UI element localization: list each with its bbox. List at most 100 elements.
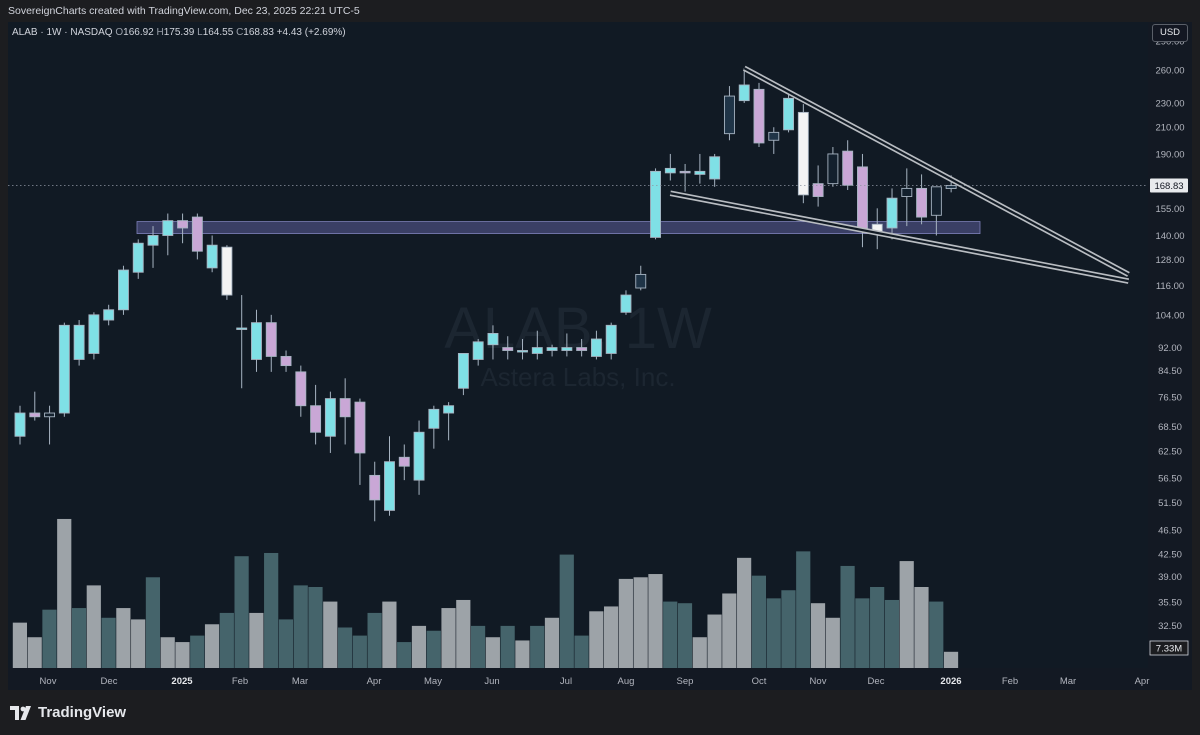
candle — [162, 213, 174, 256]
tradingview-logo[interactable]: TradingView — [10, 704, 126, 721]
candle — [842, 140, 854, 191]
candle — [472, 339, 484, 366]
candle — [797, 104, 809, 204]
candle-body — [502, 347, 514, 351]
support-zone — [136, 221, 981, 234]
volume-bar — [604, 606, 619, 668]
last-price-box — [1150, 178, 1188, 193]
candle — [812, 165, 824, 207]
wedge-upper-line-inner — [743, 67, 1130, 276]
volume-bar — [426, 630, 441, 668]
volume-bar — [500, 625, 515, 668]
price-tick-label: 42.50 — [1158, 549, 1182, 560]
symbol-legend: ALAB · 1W · NASDAQ O166.92 H175.39 L164.… — [12, 27, 346, 38]
price-tick-label: 116.00 — [1156, 281, 1184, 292]
price-tick-label: 140.00 — [1155, 231, 1184, 242]
volume-bar — [160, 637, 175, 668]
volume-bar — [116, 608, 131, 668]
support-zone-band[interactable] — [136, 221, 981, 234]
legend-change: +4.43 (+2.69%) — [276, 27, 346, 38]
time-tick-label: Jul — [560, 676, 572, 687]
price-tick-label: 92.00 — [1158, 343, 1182, 354]
legend-high-label: H — [156, 27, 164, 38]
volume-bar — [101, 617, 116, 668]
volume-bar — [27, 637, 42, 668]
candle-body — [58, 324, 70, 414]
candle-body — [132, 242, 144, 273]
candle — [576, 339, 588, 357]
price-tick-label: 56.50 — [1158, 473, 1182, 484]
volume-bar — [411, 625, 427, 668]
candle-body — [339, 398, 351, 418]
volume-bar — [515, 640, 530, 668]
candle — [664, 153, 676, 181]
candle-body — [310, 405, 322, 433]
candle-body — [73, 324, 85, 360]
candle — [561, 333, 573, 357]
candle-body — [827, 153, 839, 185]
volume-bar — [544, 617, 560, 668]
volume-bar — [485, 637, 500, 668]
volume-bar — [204, 624, 220, 668]
candle-body — [723, 95, 735, 135]
volume-bar — [234, 556, 249, 668]
candle-body — [916, 187, 928, 218]
price-tick-label: 128.00 — [1155, 255, 1184, 266]
candle — [635, 265, 647, 291]
time-tick-label: 2025 — [171, 676, 193, 687]
candle-body — [236, 327, 248, 330]
volume-bar — [57, 518, 72, 668]
candle — [206, 235, 218, 273]
time-axis-background — [8, 668, 1192, 690]
price-chart[interactable]: ALAB, 1W Astera Labs, Inc. 290.00 260.00 2… — [0, 22, 1200, 690]
wedge-lower-line-inner — [670, 192, 1129, 283]
volume-bar — [456, 599, 471, 668]
currency-button[interactable]: USD — [1152, 24, 1188, 42]
candle — [73, 320, 85, 366]
volume-bar — [899, 561, 914, 668]
volume-bar — [323, 601, 338, 668]
time-tick-label: Aug — [618, 676, 635, 687]
price-tick-label: 32.50 — [1158, 621, 1182, 632]
volume-bar — [914, 587, 929, 668]
volume-bar — [71, 608, 87, 668]
candle — [694, 153, 706, 184]
price-tick-label: 62.50 — [1158, 446, 1182, 457]
candle-body — [384, 461, 395, 511]
candle-body — [443, 405, 455, 414]
watermark-company: Astera Labs, Inc. — [480, 362, 675, 392]
last-volume-label: 7.33M — [1156, 644, 1182, 655]
candle-body — [354, 401, 366, 454]
volume-bar — [219, 612, 234, 668]
candle-body — [768, 131, 780, 141]
volume-bar — [929, 601, 944, 668]
candle-body — [103, 309, 115, 321]
volume-bar — [249, 612, 264, 668]
time-tick-label: May — [424, 676, 442, 687]
volume-bar — [175, 642, 190, 668]
price-tick-label: 260.00 — [1155, 66, 1184, 77]
candle — [177, 213, 189, 244]
time-tick-label: Apr — [367, 676, 382, 687]
volume-bar — [352, 635, 367, 668]
volume-bar — [559, 554, 574, 668]
volume-bar — [12, 622, 27, 668]
bottom-bar: TradingView — [0, 690, 1200, 735]
candle — [457, 352, 469, 396]
top-bar: SovereignCharts created with TradingView… — [0, 0, 1200, 22]
candle-body — [945, 185, 957, 189]
volume-bar — [145, 577, 161, 668]
candle-body — [694, 170, 706, 175]
candle — [487, 325, 499, 360]
candle — [29, 391, 41, 421]
tradingview-logo-text: TradingView — [38, 704, 127, 721]
time-axis[interactable]: Nov Dec 2025 Feb Mar Apr May Jun Jul Aug Sep Oct Nov… — [40, 676, 1150, 687]
legend-open: 166.92 — [123, 27, 154, 38]
candle-body — [428, 408, 440, 429]
candle — [384, 436, 395, 516]
candle — [221, 245, 233, 300]
volume-bar — [692, 637, 707, 668]
volume-bar — [530, 625, 545, 668]
candle-body — [44, 412, 56, 418]
candle — [398, 444, 410, 481]
